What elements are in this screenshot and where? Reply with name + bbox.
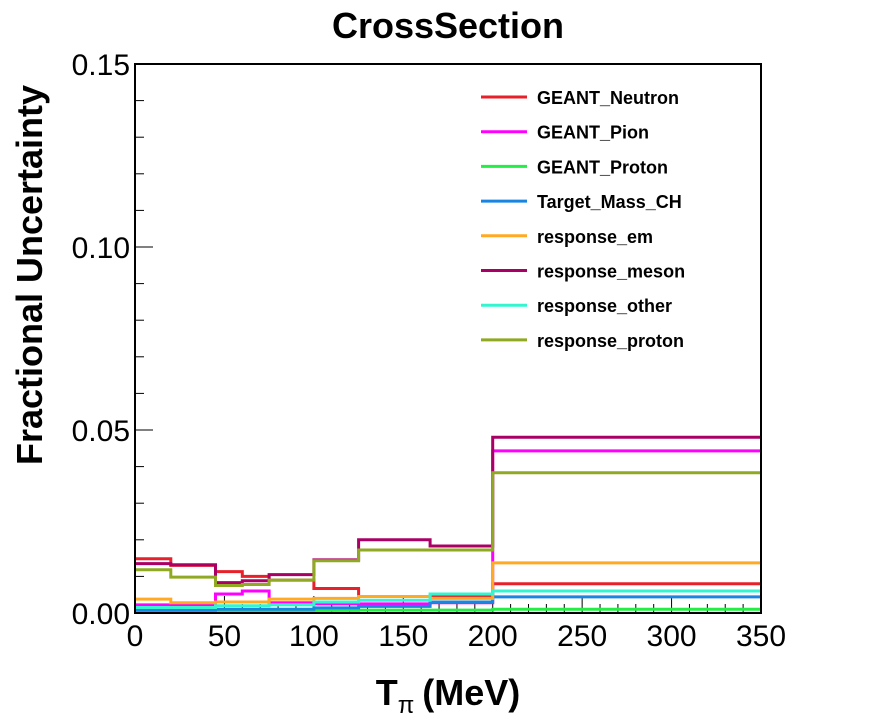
plot-frame [134, 63, 762, 614]
series-line-response_other [135, 589, 761, 609]
legend-label: response_em [537, 227, 653, 247]
x-tick-label: 200 [468, 620, 518, 653]
x-tick-label: 0 [127, 620, 144, 653]
y-tick-label: 0.15 [72, 49, 130, 82]
series-line-response_proton [135, 471, 761, 587]
x-tick-label: 150 [378, 620, 428, 653]
series-line-response_em [135, 561, 761, 605]
x-axis-label-main: T [376, 672, 398, 713]
y-tick-label: 0.10 [72, 232, 130, 265]
x-tick-label: 300 [647, 620, 697, 653]
x-tick-label: 100 [289, 620, 339, 653]
y-tick-label: 0.00 [72, 598, 130, 631]
legend-label: GEANT_Proton [537, 157, 668, 177]
legend-label: GEANT_Neutron [537, 88, 679, 108]
x-axis-label-unit: (MeV) [422, 672, 520, 713]
series-line-Target_Mass_CH [135, 595, 761, 612]
series-layer [135, 435, 761, 613]
tick-labels: 0 50 100 150 200 250 300 350 0.00 0.05 0.10 0.15 [72, 49, 786, 653]
y-axis-label: Fractional Uncertainty [9, 85, 50, 465]
legend-label: response_meson [537, 262, 685, 282]
legend-label: Target_Mass_CH [537, 192, 682, 212]
legend-label: GEANT_Pion [537, 123, 649, 143]
legend-label: response_proton [537, 331, 684, 351]
y-tick-label: 0.05 [72, 415, 130, 448]
x-tick-label: 350 [736, 620, 786, 653]
legend-label: response_other [537, 296, 672, 316]
x-axis-label: Tπ (MeV) [376, 672, 521, 719]
legend: GEANT_Neutron GEANT_Pion GEANT_Proton Targe… [481, 88, 685, 351]
x-axis-label-subscript: π [398, 692, 415, 719]
x-tick-label: 250 [557, 620, 607, 653]
series-line-response_meson [135, 435, 761, 585]
chart-title: CrossSection [332, 5, 564, 46]
x-tick-label: 50 [208, 620, 241, 653]
